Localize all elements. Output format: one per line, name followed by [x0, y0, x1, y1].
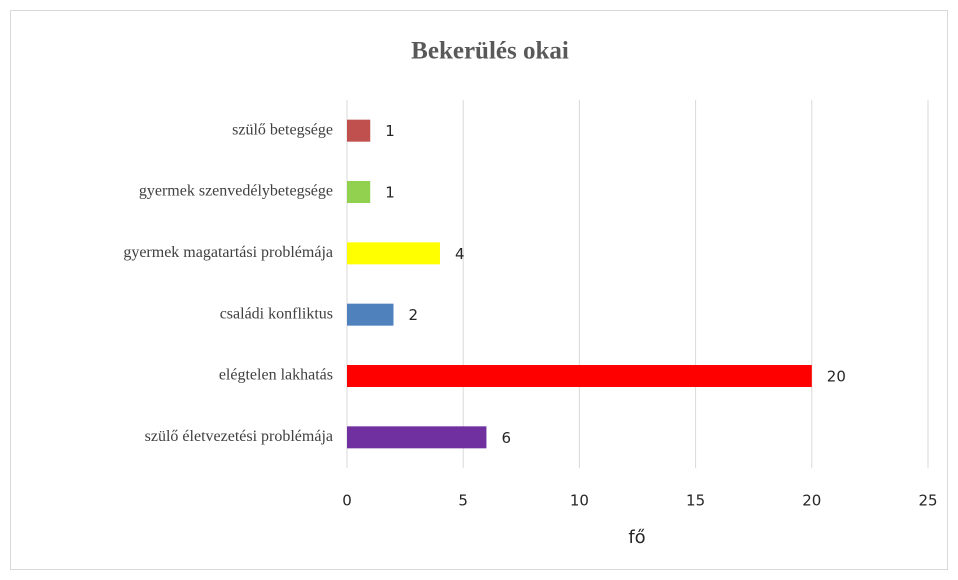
x-tick-label: 20 [802, 492, 821, 510]
data-label: 1 [385, 184, 395, 202]
bar [347, 303, 394, 326]
data-label: 1 [385, 122, 395, 140]
bar [347, 181, 371, 203]
y-tick-label: szülő betegsége [232, 121, 333, 138]
bar [347, 119, 371, 142]
x-axis-label: fő [628, 527, 645, 548]
x-tick-label: 0 [342, 492, 352, 510]
y-tick-label: gyermek magatartási problémája [123, 244, 333, 261]
bar [347, 365, 812, 387]
x-tick-label: 5 [458, 492, 468, 510]
y-tick-label: gyermek szenvedélybetegsége [139, 183, 333, 200]
data-label: 2 [408, 306, 418, 324]
data-label: 4 [455, 245, 465, 263]
chart-border [10, 10, 948, 570]
x-tick-label: 25 [918, 492, 937, 510]
bar [347, 242, 440, 265]
y-tick-label: szülő életvezetési problémája [145, 428, 333, 445]
chart-title: Bekerülés okai [411, 38, 569, 65]
y-tick-label: családi konfliktus [220, 305, 333, 322]
x-tick-label: 15 [686, 492, 705, 510]
y-tick-label: elégtelen lakhatás [219, 367, 333, 384]
data-label: 20 [827, 368, 846, 386]
data-label: 6 [501, 429, 511, 447]
x-tick-label: 10 [570, 492, 589, 510]
bar [347, 426, 487, 449]
